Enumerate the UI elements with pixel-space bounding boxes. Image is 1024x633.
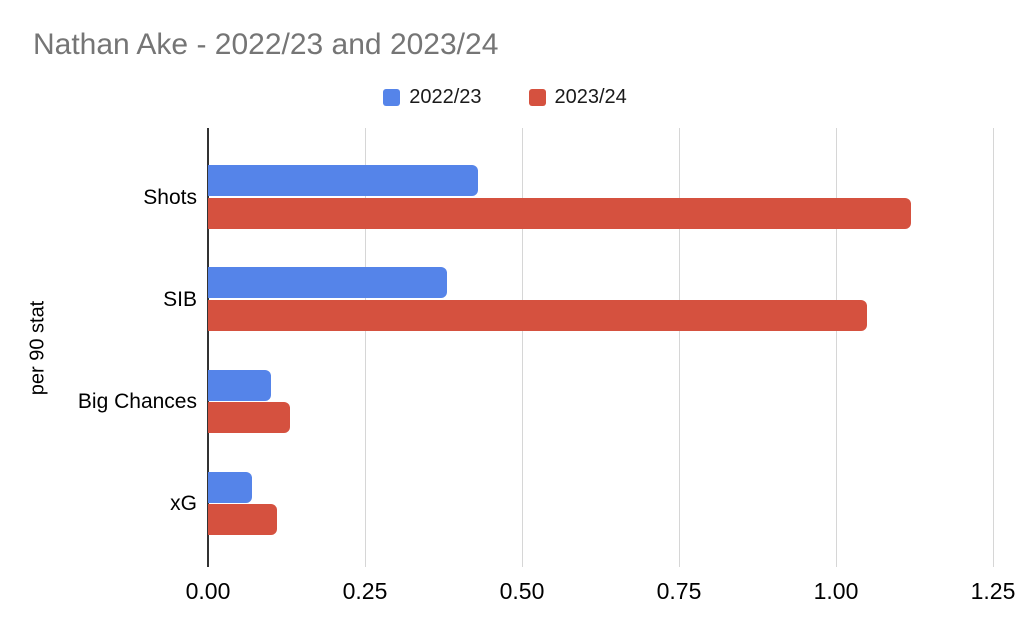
gridline [836,128,837,567]
x-axis-line [207,128,209,567]
category-label: Big Chances [77,390,197,413]
legend-label: 2022/23 [409,86,482,108]
category-label: SIB [163,288,197,311]
plot-area: 0.00 0.25 0.50 0.75 1.00 1.25 [186,128,1015,604]
legend-label: 2023/24 [554,86,627,108]
x-tick-label: 0.25 [342,578,388,604]
bar-sib-2023-24 [208,300,867,331]
gridline [679,128,680,567]
gridline [993,128,994,567]
x-tick-label: 0.75 [656,578,702,604]
bar-shots-2023-24 [208,198,911,229]
legend-swatch [528,89,546,106]
chart-title: Nathan Ake - 2022/23 and 2023/24 [33,28,499,61]
category-label: xG [170,492,197,515]
x-tick-label: 1.00 [813,578,859,604]
legend-swatch [383,89,401,106]
x-tick-label: 0.50 [499,578,545,604]
bar-sib-2022-23 [208,267,447,298]
legend: 2022/23 2023/24 [0,86,1010,109]
bar-shots-2022-23 [208,165,478,196]
gridline [522,128,523,567]
bar-big-chances-2022-23 [208,370,271,401]
legend-item-2023-24: 2023/24 [528,86,627,109]
gridline [365,128,366,567]
bar-xg-2022-23 [208,472,252,503]
x-tick-label: 0.00 [185,578,231,604]
y-axis-label: per 90 stat [26,300,49,396]
legend-item-2022-23: 2022/23 [383,86,482,109]
bar-xg-2023-24 [208,504,277,535]
category-label: Shots [143,186,197,209]
x-tick-label: 1.25 [970,578,1016,604]
bar-big-chances-2023-24 [208,402,290,433]
